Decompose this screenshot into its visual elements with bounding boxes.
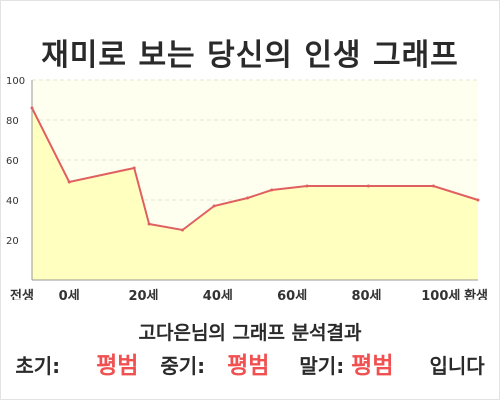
data-point xyxy=(270,188,274,192)
page-title: 재미로 보는 당신의 인생 그래프 xyxy=(41,38,459,73)
data-point xyxy=(147,222,151,226)
x-tick-label: 20세 xyxy=(128,289,158,300)
data-point xyxy=(366,184,370,188)
data-point xyxy=(305,184,309,188)
x-tick-label: 60세 xyxy=(277,289,307,300)
data-point xyxy=(476,198,480,202)
early-label: 초기: xyxy=(15,354,61,378)
data-points xyxy=(30,106,480,232)
result-suffix: 입니다 xyxy=(429,354,485,378)
middle-label: 중기: xyxy=(160,354,206,378)
x-tick-label: 100세 xyxy=(421,289,460,300)
late-label: 말기: xyxy=(299,354,345,378)
data-point xyxy=(181,228,184,232)
data-point xyxy=(431,184,435,188)
middle-value: 평범 xyxy=(227,353,270,379)
area-fill xyxy=(32,108,478,280)
y-tick-label: 20 xyxy=(6,236,19,247)
analysis-summary: 고다은님의 그래프 분석결과 xyxy=(138,322,362,344)
y-tick-label: 60 xyxy=(6,156,19,167)
life-graph-chart: 20 40 60 80 100 전생 0세 20세 40세 60세 80세 100세 환생 xyxy=(6,76,488,300)
data-point xyxy=(30,106,34,110)
early-value: 평범 xyxy=(96,353,139,379)
x-tick-label: 40세 xyxy=(203,289,233,300)
y-tick-label: 80 xyxy=(6,116,19,127)
y-tick-label: 40 xyxy=(6,196,19,207)
x-tick-labels: 전생 0세 20세 40세 60세 80세 100세 환생 xyxy=(10,288,488,300)
x-tick-label: 80세 xyxy=(351,289,381,300)
data-point xyxy=(67,180,71,184)
data-point xyxy=(246,196,250,200)
y-tick-label: 100 xyxy=(6,76,25,87)
late-value: 평범 xyxy=(351,353,394,379)
y-tick-labels: 20 40 60 80 100 xyxy=(6,76,25,247)
data-point xyxy=(212,204,216,208)
series-line xyxy=(31,107,479,232)
data-point xyxy=(132,166,136,170)
result-line: 초기: 평범 중기: 평범 말기: 평범 입니다 xyxy=(0,346,500,380)
x-tick-label: 전생 xyxy=(10,288,34,300)
x-tick-label: 환생 xyxy=(464,288,488,300)
x-tick-label: 0세 xyxy=(59,289,80,300)
